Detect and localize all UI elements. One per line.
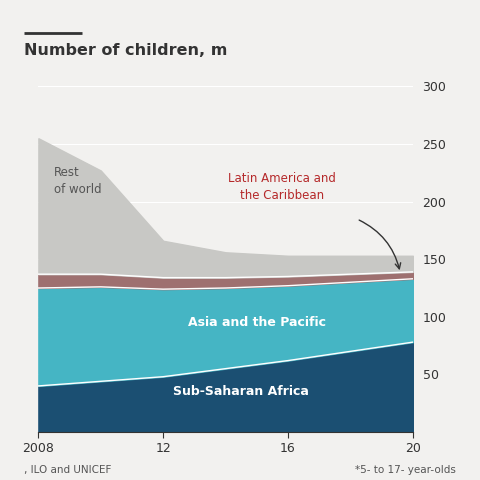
Text: Asia and the Pacific: Asia and the Pacific <box>188 316 326 329</box>
Text: *5- to 17- year-olds: *5- to 17- year-olds <box>355 465 456 475</box>
Text: Rest
of world: Rest of world <box>54 166 102 196</box>
Text: Latin America and
the Caribbean: Latin America and the Caribbean <box>228 172 336 202</box>
Text: Number of children, m: Number of children, m <box>24 43 228 58</box>
Text: , ILO and UNICEF: , ILO and UNICEF <box>24 465 111 475</box>
Text: Sub-Saharan Africa: Sub-Saharan Africa <box>173 385 309 398</box>
